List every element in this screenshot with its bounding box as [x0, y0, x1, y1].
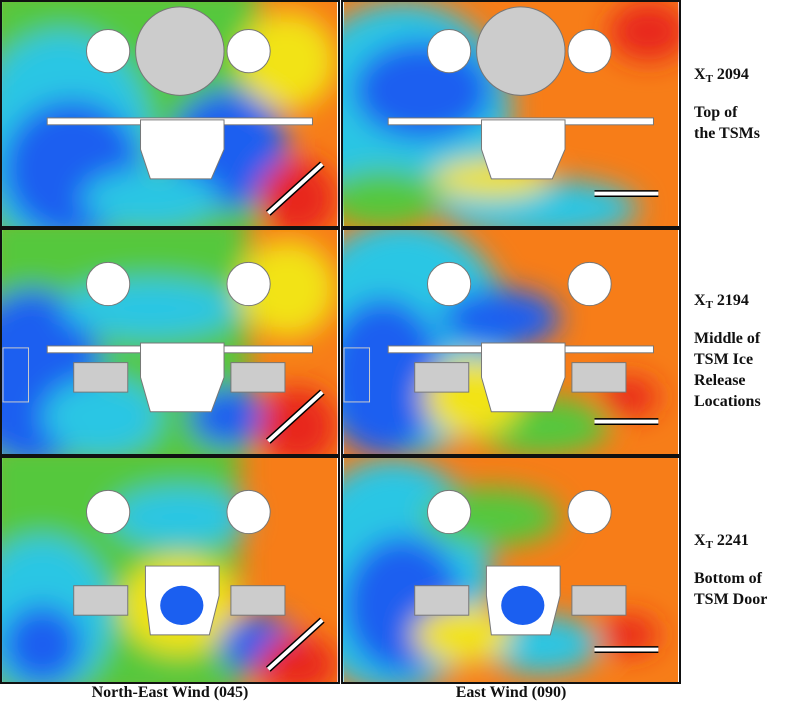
- structure-top: [46, 6, 313, 180]
- row-description: Bottom of TSM Door: [694, 570, 768, 608]
- contour-plot: [2, 2, 338, 226]
- row-label-top: XT 2094 Top of the TSMs: [694, 64, 798, 144]
- contour-plot: [2, 458, 338, 682]
- panel-e-top: [341, 0, 681, 228]
- column-label-ne: North-East Wind (045): [91, 684, 249, 701]
- station-label: XT 2094: [694, 66, 749, 85]
- structure-bottom: [73, 489, 286, 636]
- row-label-bottom: XT 2241 Bottom of TSM Door: [694, 530, 798, 610]
- contour-plot: [2, 230, 338, 454]
- column-label-e: East Wind (090): [455, 684, 567, 701]
- contour-plot: [343, 458, 679, 682]
- panel-e-bottom: [341, 456, 681, 684]
- structure-bottom: [414, 489, 627, 636]
- row-description: Top of the TSMs: [694, 104, 760, 142]
- structure-middle: [2, 261, 313, 413]
- station-label: XT 2194: [694, 292, 749, 311]
- contour-plot: [343, 230, 679, 454]
- structure-top: [387, 6, 654, 180]
- structure-middle: [343, 261, 654, 413]
- panel-ne-top: [0, 0, 340, 228]
- panel-ne-bottom: [0, 456, 340, 684]
- row-description: Middle of TSM Ice Release Locations: [694, 330, 761, 410]
- panel-ne-middle: [0, 228, 340, 456]
- row-label-middle: XT 2194 Middle of TSM Ice Release Locati…: [694, 290, 798, 412]
- contour-plot: [343, 2, 679, 226]
- station-label: XT 2241: [694, 532, 749, 551]
- panel-e-middle: [341, 228, 681, 456]
